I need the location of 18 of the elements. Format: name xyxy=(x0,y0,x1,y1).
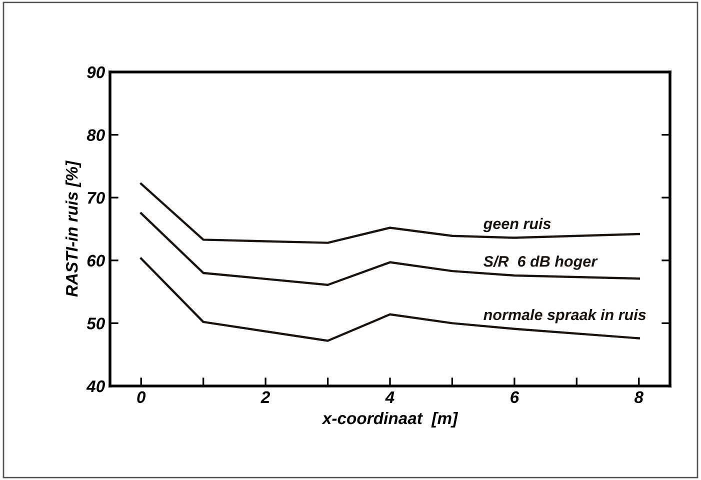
line-series xyxy=(140,212,640,286)
y-tick-label: 70 xyxy=(88,192,105,204)
series-label: geen ruis xyxy=(483,218,551,232)
y-tick-label: 40 xyxy=(86,380,105,392)
y-tick-label: 90 xyxy=(86,66,105,78)
x-tick-label: 4 xyxy=(385,391,394,403)
x-tick-label: 2 xyxy=(260,391,270,403)
line-series xyxy=(140,182,640,244)
y-tick-label: 80 xyxy=(86,129,105,142)
series-label: S/R 6 dB hoger xyxy=(484,256,598,270)
x-tick-label: 8 xyxy=(634,391,644,404)
x-tick-label: 0 xyxy=(137,391,146,404)
y-tick-label: 50 xyxy=(86,318,105,330)
x-tick-label: 6 xyxy=(510,391,520,404)
y-tick-label: 60 xyxy=(87,254,105,267)
y-axis-title: RASTI-in ruis [%] xyxy=(66,160,82,297)
series-label: normale spraak in ruis xyxy=(484,308,646,324)
x-axis-title: x-coordinaat [m] xyxy=(322,412,458,428)
